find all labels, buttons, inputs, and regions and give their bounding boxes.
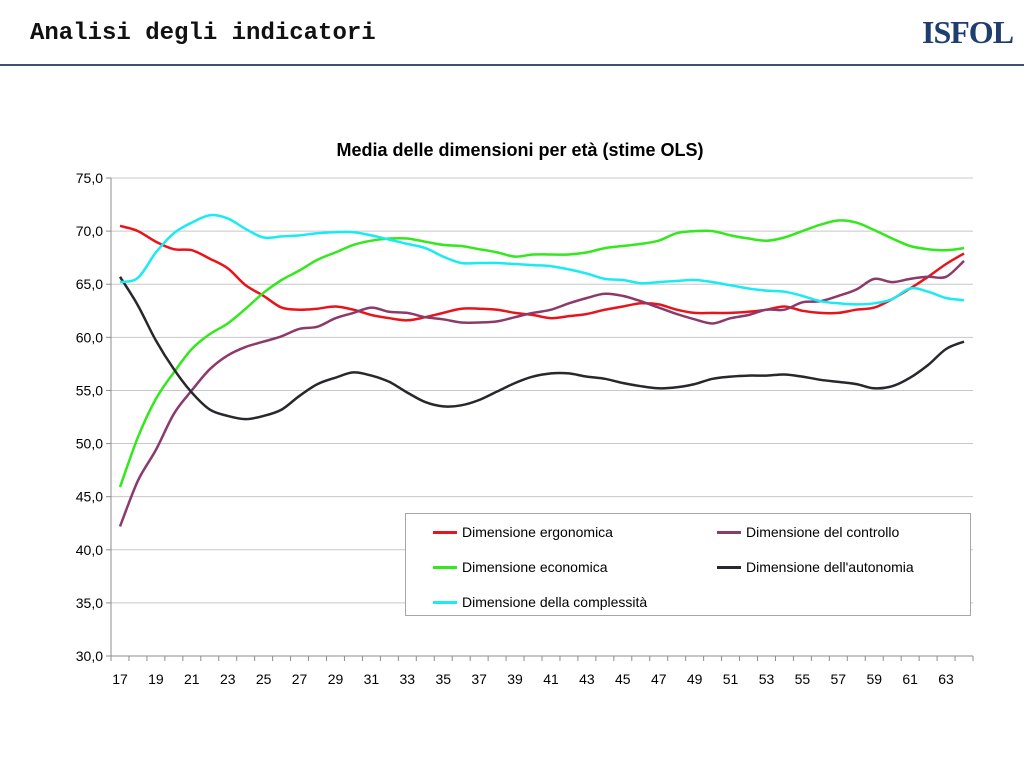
legend-item: Dimensione del controllo	[717, 524, 899, 540]
x-tick-label: 55	[795, 671, 811, 687]
isfol-logo: ISFOL	[922, 14, 1014, 50]
x-tick-label: 51	[723, 671, 739, 687]
y-tick-label: 60,0	[76, 329, 103, 345]
x-tick-label: 37	[471, 671, 487, 687]
x-tick-label: 19	[148, 671, 164, 687]
x-tick-label: 29	[328, 671, 344, 687]
axes	[110, 178, 974, 661]
x-tick-label: 21	[184, 671, 200, 687]
legend-swatch	[717, 565, 741, 569]
legend-swatch	[433, 600, 457, 604]
x-tick-label: 57	[831, 671, 847, 687]
legend-swatch	[717, 530, 741, 534]
series-line	[119, 213, 965, 306]
y-tick-label: 65,0	[76, 276, 103, 292]
legend-item: Dimensione della complessità	[433, 594, 647, 610]
x-tick-label: 35	[435, 671, 451, 687]
slide-title: Analisi degli indicatori	[30, 20, 376, 47]
y-tick-label: 35,0	[76, 595, 103, 611]
x-tick-label: 31	[364, 671, 380, 687]
x-tick-label: 59	[866, 671, 882, 687]
legend-label: Dimensione dell'autonomia	[746, 559, 914, 575]
chart-title: Media delle dimensioni per età (stime OL…	[336, 140, 704, 160]
series-line	[118, 276, 965, 421]
x-tick-label: 33	[400, 671, 416, 687]
legend-item: Dimensione ergonomica	[433, 524, 613, 540]
x-tick-label: 47	[651, 671, 667, 687]
series-line	[118, 259, 965, 527]
y-tick-label: 55,0	[76, 382, 103, 398]
y-tick-label: 45,0	[76, 489, 103, 505]
x-tick-label: 49	[687, 671, 703, 687]
x-tick-label: 39	[507, 671, 523, 687]
y-tick-label: 40,0	[76, 542, 103, 558]
legend-swatch	[433, 530, 457, 534]
x-tick-label: 25	[256, 671, 272, 687]
legend-swatch	[433, 565, 457, 569]
y-tick-label: 30,0	[76, 648, 103, 664]
legend-label: Dimensione del controllo	[746, 524, 900, 540]
y-axis-tick-labels: 30,0 35,0 40,0 45,0 50,0 55,0 60,0 65,0 70,0 75,0	[76, 170, 103, 664]
header-divider	[0, 64, 1024, 66]
series-line	[118, 219, 965, 488]
series-line	[119, 224, 965, 322]
chart-legend: Dimensione ergonomica Dimensione del cont…	[405, 513, 971, 616]
legend-label: Dimensione ergonomica	[462, 524, 613, 540]
x-tick-label: 27	[292, 671, 308, 687]
x-tick-label: 45	[615, 671, 631, 687]
y-tick-label: 70,0	[76, 223, 103, 239]
series-lines	[118, 213, 965, 527]
legend-item: Dimensione economica	[433, 559, 608, 575]
x-tick-label: 41	[543, 671, 559, 687]
x-tick-label: 23	[220, 671, 236, 687]
x-tick-label: 43	[579, 671, 595, 687]
x-tick-label: 53	[759, 671, 775, 687]
x-tick-label: 17	[112, 671, 128, 687]
x-axis-tick-labels: 17 19 21 23 25 27 29 31 33 35 37 39 41 43 45 47 49 51 53 55…	[112, 671, 954, 687]
x-tick-label: 63	[938, 671, 954, 687]
x-tick-label: 61	[902, 671, 918, 687]
legend-item: Dimensione dell'autonomia	[717, 559, 914, 575]
legend-label: Dimensione economica	[462, 559, 608, 575]
y-tick-label: 75,0	[76, 170, 103, 186]
y-tick-label: 50,0	[76, 436, 103, 452]
legend-label: Dimensione della complessità	[462, 594, 648, 610]
